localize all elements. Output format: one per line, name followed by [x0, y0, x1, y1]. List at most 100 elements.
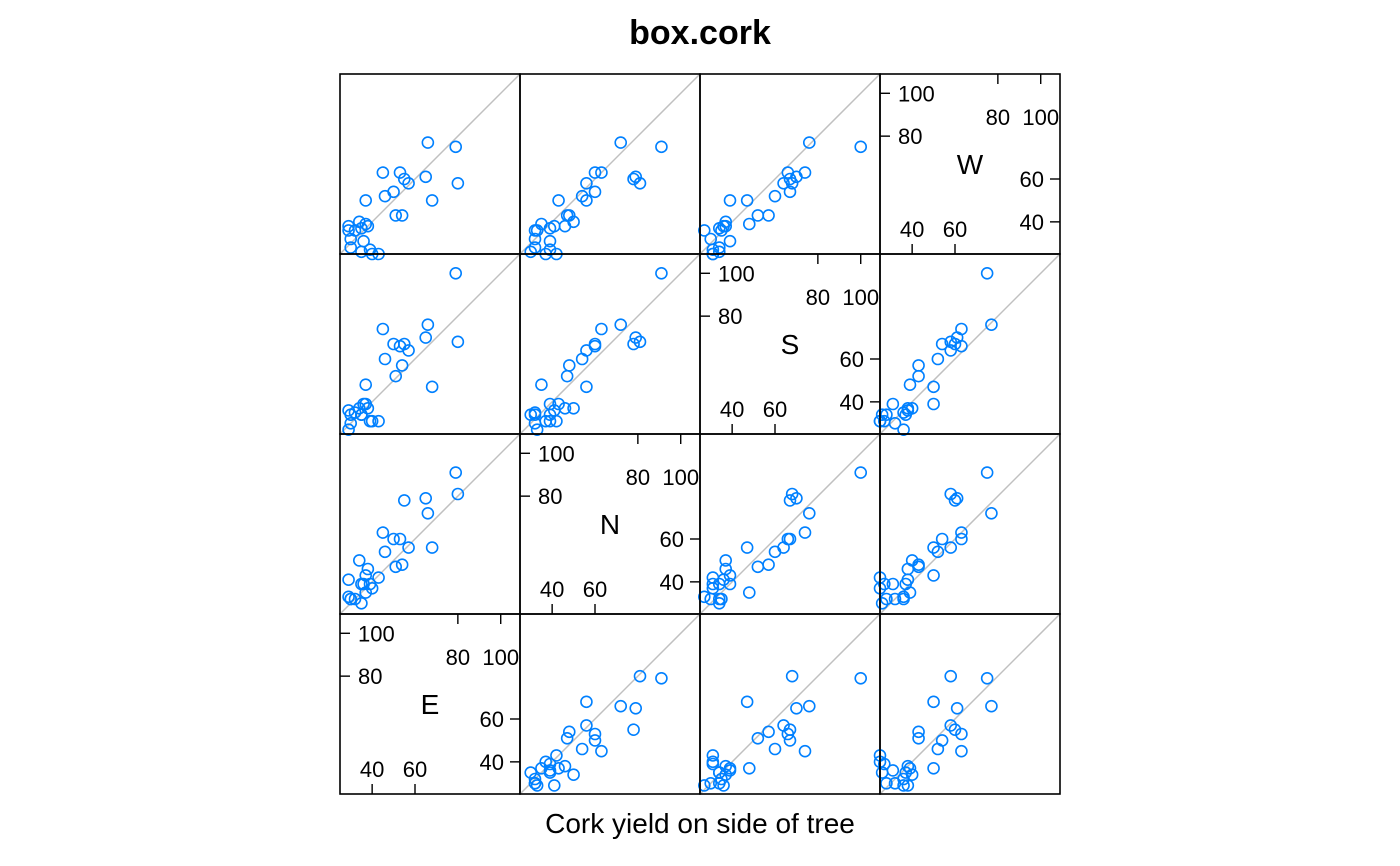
data-point [905, 401, 919, 415]
data-point [899, 766, 913, 779]
variable-name-S: S [781, 329, 800, 360]
tick-label-bottom-40: 40 [360, 757, 384, 782]
data-point [342, 224, 355, 237]
tick-label-left-100: 100 [538, 441, 575, 466]
data-point [706, 577, 720, 591]
data-point [629, 331, 643, 344]
data-point [712, 766, 726, 779]
data-point [712, 245, 726, 259]
data-point [740, 541, 754, 554]
data-point [955, 744, 968, 758]
data-point [880, 592, 893, 606]
panel-S-vs-W [873, 253, 1061, 437]
data-point [655, 671, 668, 685]
data-point [888, 416, 902, 430]
data-point [575, 352, 589, 366]
data-point [912, 731, 925, 745]
data-point [627, 337, 640, 351]
data-point [751, 209, 765, 222]
panel-W-vs-N [519, 73, 701, 261]
tick-label-bottom-40: 40 [720, 397, 744, 422]
data-point [389, 209, 403, 222]
data-point [912, 725, 925, 739]
data-point [342, 590, 355, 604]
data-point [985, 506, 998, 520]
data-point [897, 590, 910, 604]
data-point [877, 577, 891, 591]
data-point [903, 761, 917, 775]
tick-label-top-80: 80 [986, 105, 1010, 130]
panel-N-vs-N: N 40 40 60 60 80 80 100 100 [519, 433, 701, 615]
panel-S-vs-E [339, 253, 521, 437]
data-point [344, 416, 358, 430]
data-point [948, 337, 962, 351]
data-point [567, 401, 580, 415]
data-point [425, 541, 439, 554]
reference-line [879, 613, 1061, 795]
tick-label-top-100: 100 [1022, 105, 1059, 130]
data-point [985, 699, 998, 713]
data-point [344, 232, 358, 246]
data-point [629, 170, 643, 184]
data-point [530, 423, 544, 437]
data-point [704, 232, 718, 246]
data-point [614, 699, 628, 713]
data-point [798, 526, 812, 539]
data-point [944, 669, 958, 683]
data-point [899, 408, 913, 422]
panel-E-vs-N [519, 613, 701, 795]
reference-line [879, 433, 1061, 615]
reference-line [339, 253, 521, 435]
data-point [359, 586, 373, 599]
data-point [355, 221, 368, 235]
reference-line [519, 73, 701, 255]
data-point [550, 749, 563, 762]
data-point [802, 136, 816, 149]
data-point [723, 761, 737, 775]
data-point [912, 558, 925, 572]
panel-E-vs-W [873, 613, 1061, 795]
data-point [712, 592, 726, 606]
data-point [719, 768, 733, 782]
data-point [980, 466, 994, 479]
data-point [421, 136, 435, 149]
tick-label-left-100: 100 [358, 621, 395, 646]
data-point [558, 759, 572, 773]
data-point [376, 322, 390, 336]
data-point [768, 742, 782, 756]
data-point [719, 562, 733, 576]
data-point [955, 526, 968, 539]
data-point [880, 408, 893, 422]
data-point [348, 592, 362, 606]
data-point [567, 215, 580, 229]
data-point [378, 352, 392, 366]
data-point [535, 761, 548, 775]
tick-label-right-40: 40 [480, 750, 504, 775]
panel-S-vs-N [519, 253, 701, 437]
data-point [451, 335, 465, 349]
data-point [697, 779, 711, 792]
tick-label-right-60: 60 [660, 527, 684, 552]
tick-label-left-80: 80 [358, 664, 382, 689]
data-point [558, 401, 572, 415]
data-point [854, 466, 868, 479]
data-point [633, 669, 647, 683]
data-point [777, 719, 790, 732]
tick-label-right-40: 40 [660, 570, 684, 595]
data-point [378, 545, 392, 559]
data-point [985, 318, 998, 332]
data-point [528, 241, 542, 254]
panel-W-vs-S [697, 73, 881, 261]
data-point [880, 776, 893, 790]
data-point [854, 671, 868, 685]
data-point [344, 241, 358, 254]
data-point [614, 318, 628, 332]
data-point [905, 768, 919, 782]
data-point [365, 414, 379, 428]
data-point [421, 506, 435, 520]
data-point [449, 140, 463, 154]
data-point [905, 554, 919, 567]
data-point [402, 176, 415, 190]
data-point [697, 590, 711, 604]
data-point [588, 166, 602, 179]
